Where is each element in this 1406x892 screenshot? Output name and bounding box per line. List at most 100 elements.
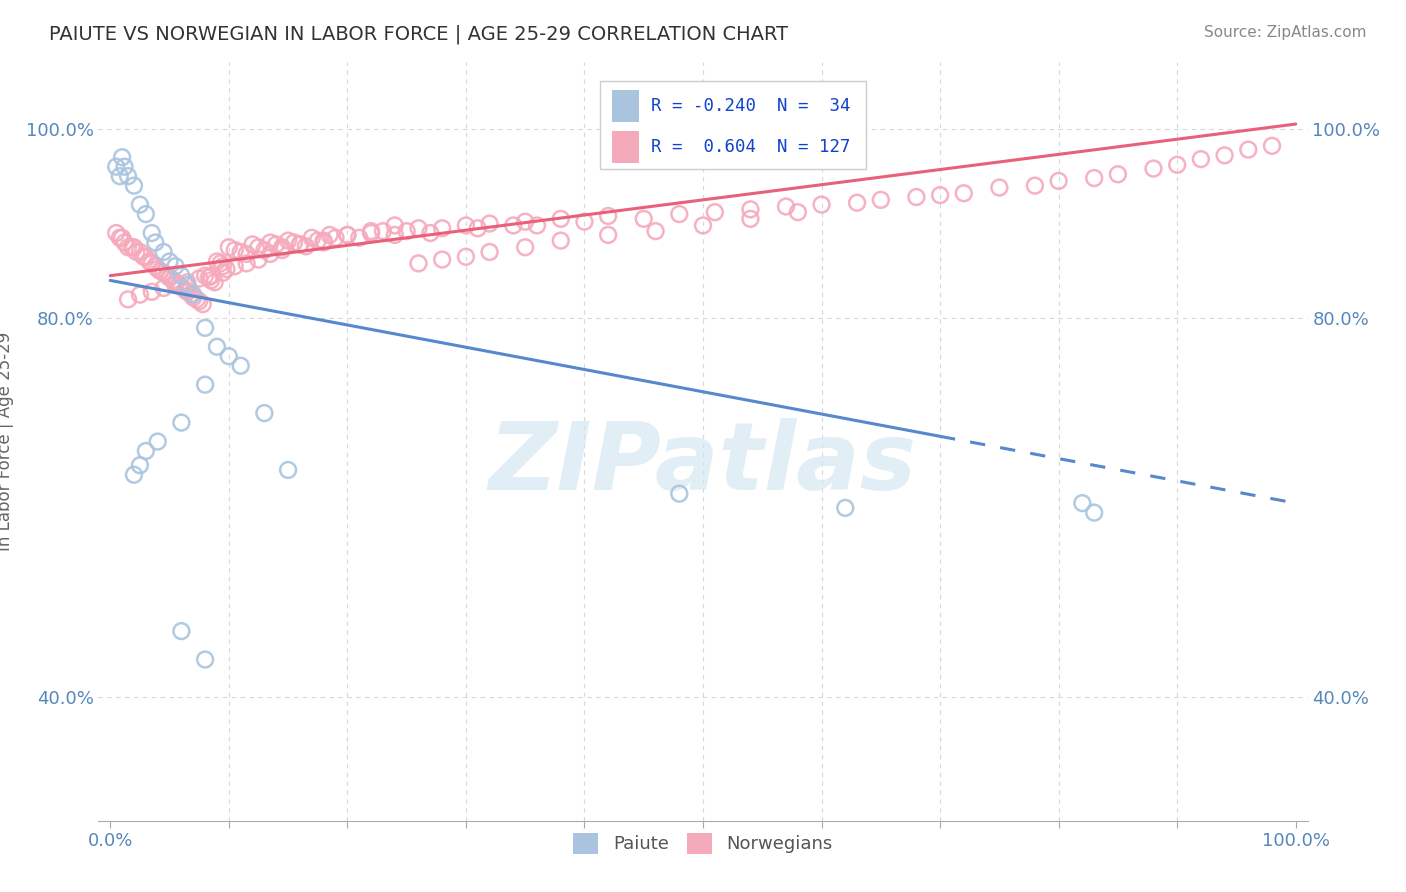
Point <box>247 240 270 254</box>
Point <box>218 240 240 254</box>
Point <box>159 270 181 285</box>
FancyBboxPatch shape <box>600 81 866 169</box>
Point <box>301 231 323 245</box>
Point <box>598 209 620 223</box>
Point <box>117 169 139 184</box>
Point <box>111 150 134 164</box>
Point <box>259 247 281 261</box>
Point <box>156 268 179 283</box>
Point <box>318 227 340 242</box>
Point <box>105 226 128 240</box>
Point <box>200 273 222 287</box>
Point <box>336 227 359 242</box>
Point <box>454 250 477 264</box>
Point <box>212 259 235 273</box>
Point <box>215 262 238 277</box>
Point <box>1024 178 1046 193</box>
FancyBboxPatch shape <box>613 90 638 121</box>
Text: R =  0.604  N = 127: R = 0.604 N = 127 <box>651 137 851 156</box>
Point <box>188 271 211 285</box>
Point <box>786 205 808 219</box>
Point <box>111 231 134 245</box>
Point <box>165 278 187 293</box>
Point <box>105 160 128 174</box>
Point <box>194 320 217 334</box>
Point <box>988 180 1011 194</box>
Point <box>952 186 974 201</box>
Point <box>204 276 226 290</box>
Point <box>264 237 287 252</box>
Point <box>360 224 382 238</box>
Point <box>834 500 856 515</box>
Point <box>224 259 246 273</box>
Point <box>152 266 174 280</box>
Point <box>224 243 246 257</box>
Point <box>146 262 169 277</box>
Legend: Paiute, Norwegians: Paiute, Norwegians <box>567 826 839 861</box>
Point <box>194 652 217 666</box>
Point <box>846 195 869 210</box>
Point <box>170 268 193 283</box>
Point <box>478 244 501 259</box>
Point <box>242 237 264 252</box>
Point <box>138 254 160 268</box>
Point <box>467 221 489 235</box>
Point <box>143 259 166 273</box>
Point <box>114 160 136 174</box>
Point <box>644 224 666 238</box>
Point <box>129 287 152 301</box>
Point <box>194 268 217 283</box>
Point <box>408 221 430 235</box>
Point <box>432 221 454 235</box>
Point <box>135 250 157 264</box>
Point <box>384 219 406 233</box>
Point <box>191 297 214 311</box>
Point <box>174 283 197 297</box>
Point <box>170 624 193 639</box>
Point <box>170 280 193 294</box>
Point <box>432 252 454 267</box>
Point <box>384 227 406 242</box>
Point <box>371 224 394 238</box>
Point <box>271 240 294 254</box>
Point <box>347 231 370 245</box>
Text: PAIUTE VS NORWEGIAN IN LABOR FORCE | AGE 25-29 CORRELATION CHART: PAIUTE VS NORWEGIAN IN LABOR FORCE | AGE… <box>49 25 789 45</box>
Point <box>1237 143 1260 157</box>
Point <box>146 434 169 449</box>
Point <box>176 276 198 290</box>
Point <box>176 285 198 299</box>
Point <box>205 254 228 268</box>
Point <box>165 276 187 290</box>
FancyBboxPatch shape <box>613 131 638 162</box>
Text: ZIPatlas: ZIPatlas <box>489 418 917 510</box>
Point <box>122 178 145 193</box>
Point <box>1142 161 1164 176</box>
Point <box>526 219 548 233</box>
Point <box>478 217 501 231</box>
Point <box>205 340 228 354</box>
Point <box>703 205 725 219</box>
Point <box>283 235 305 250</box>
Text: Source: ZipAtlas.com: Source: ZipAtlas.com <box>1204 25 1367 40</box>
Point <box>159 254 181 268</box>
Point <box>740 211 762 226</box>
Point <box>869 193 891 207</box>
Point <box>1261 139 1284 153</box>
Point <box>247 252 270 267</box>
Point <box>1071 496 1094 510</box>
Point <box>218 349 240 363</box>
Point <box>360 226 382 240</box>
Point <box>740 202 762 217</box>
Point <box>277 234 299 248</box>
Point <box>108 169 131 184</box>
Point <box>200 268 222 283</box>
Point <box>395 224 418 238</box>
Point <box>167 278 190 293</box>
Point <box>1213 148 1236 162</box>
Point <box>152 281 174 295</box>
Point <box>419 226 441 240</box>
Point <box>574 215 596 229</box>
Point <box>165 259 187 273</box>
Point <box>1166 158 1188 172</box>
Point <box>229 359 252 373</box>
